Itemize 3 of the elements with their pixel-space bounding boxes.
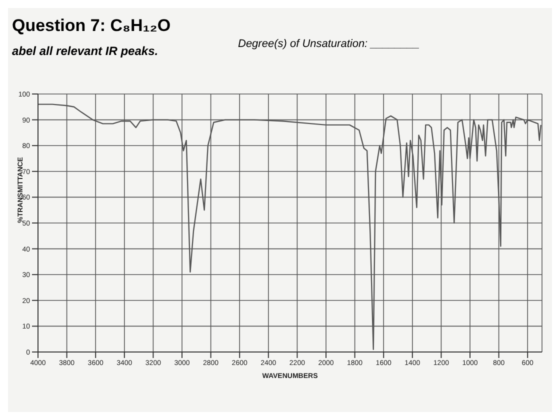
chart-title: Question 7: C₈H₁₂O	[12, 16, 171, 36]
text: Degree(s) of Unsaturation: ________	[238, 38, 420, 50]
chart-subtitle: abel all relevant IR peaks.	[12, 44, 158, 58]
